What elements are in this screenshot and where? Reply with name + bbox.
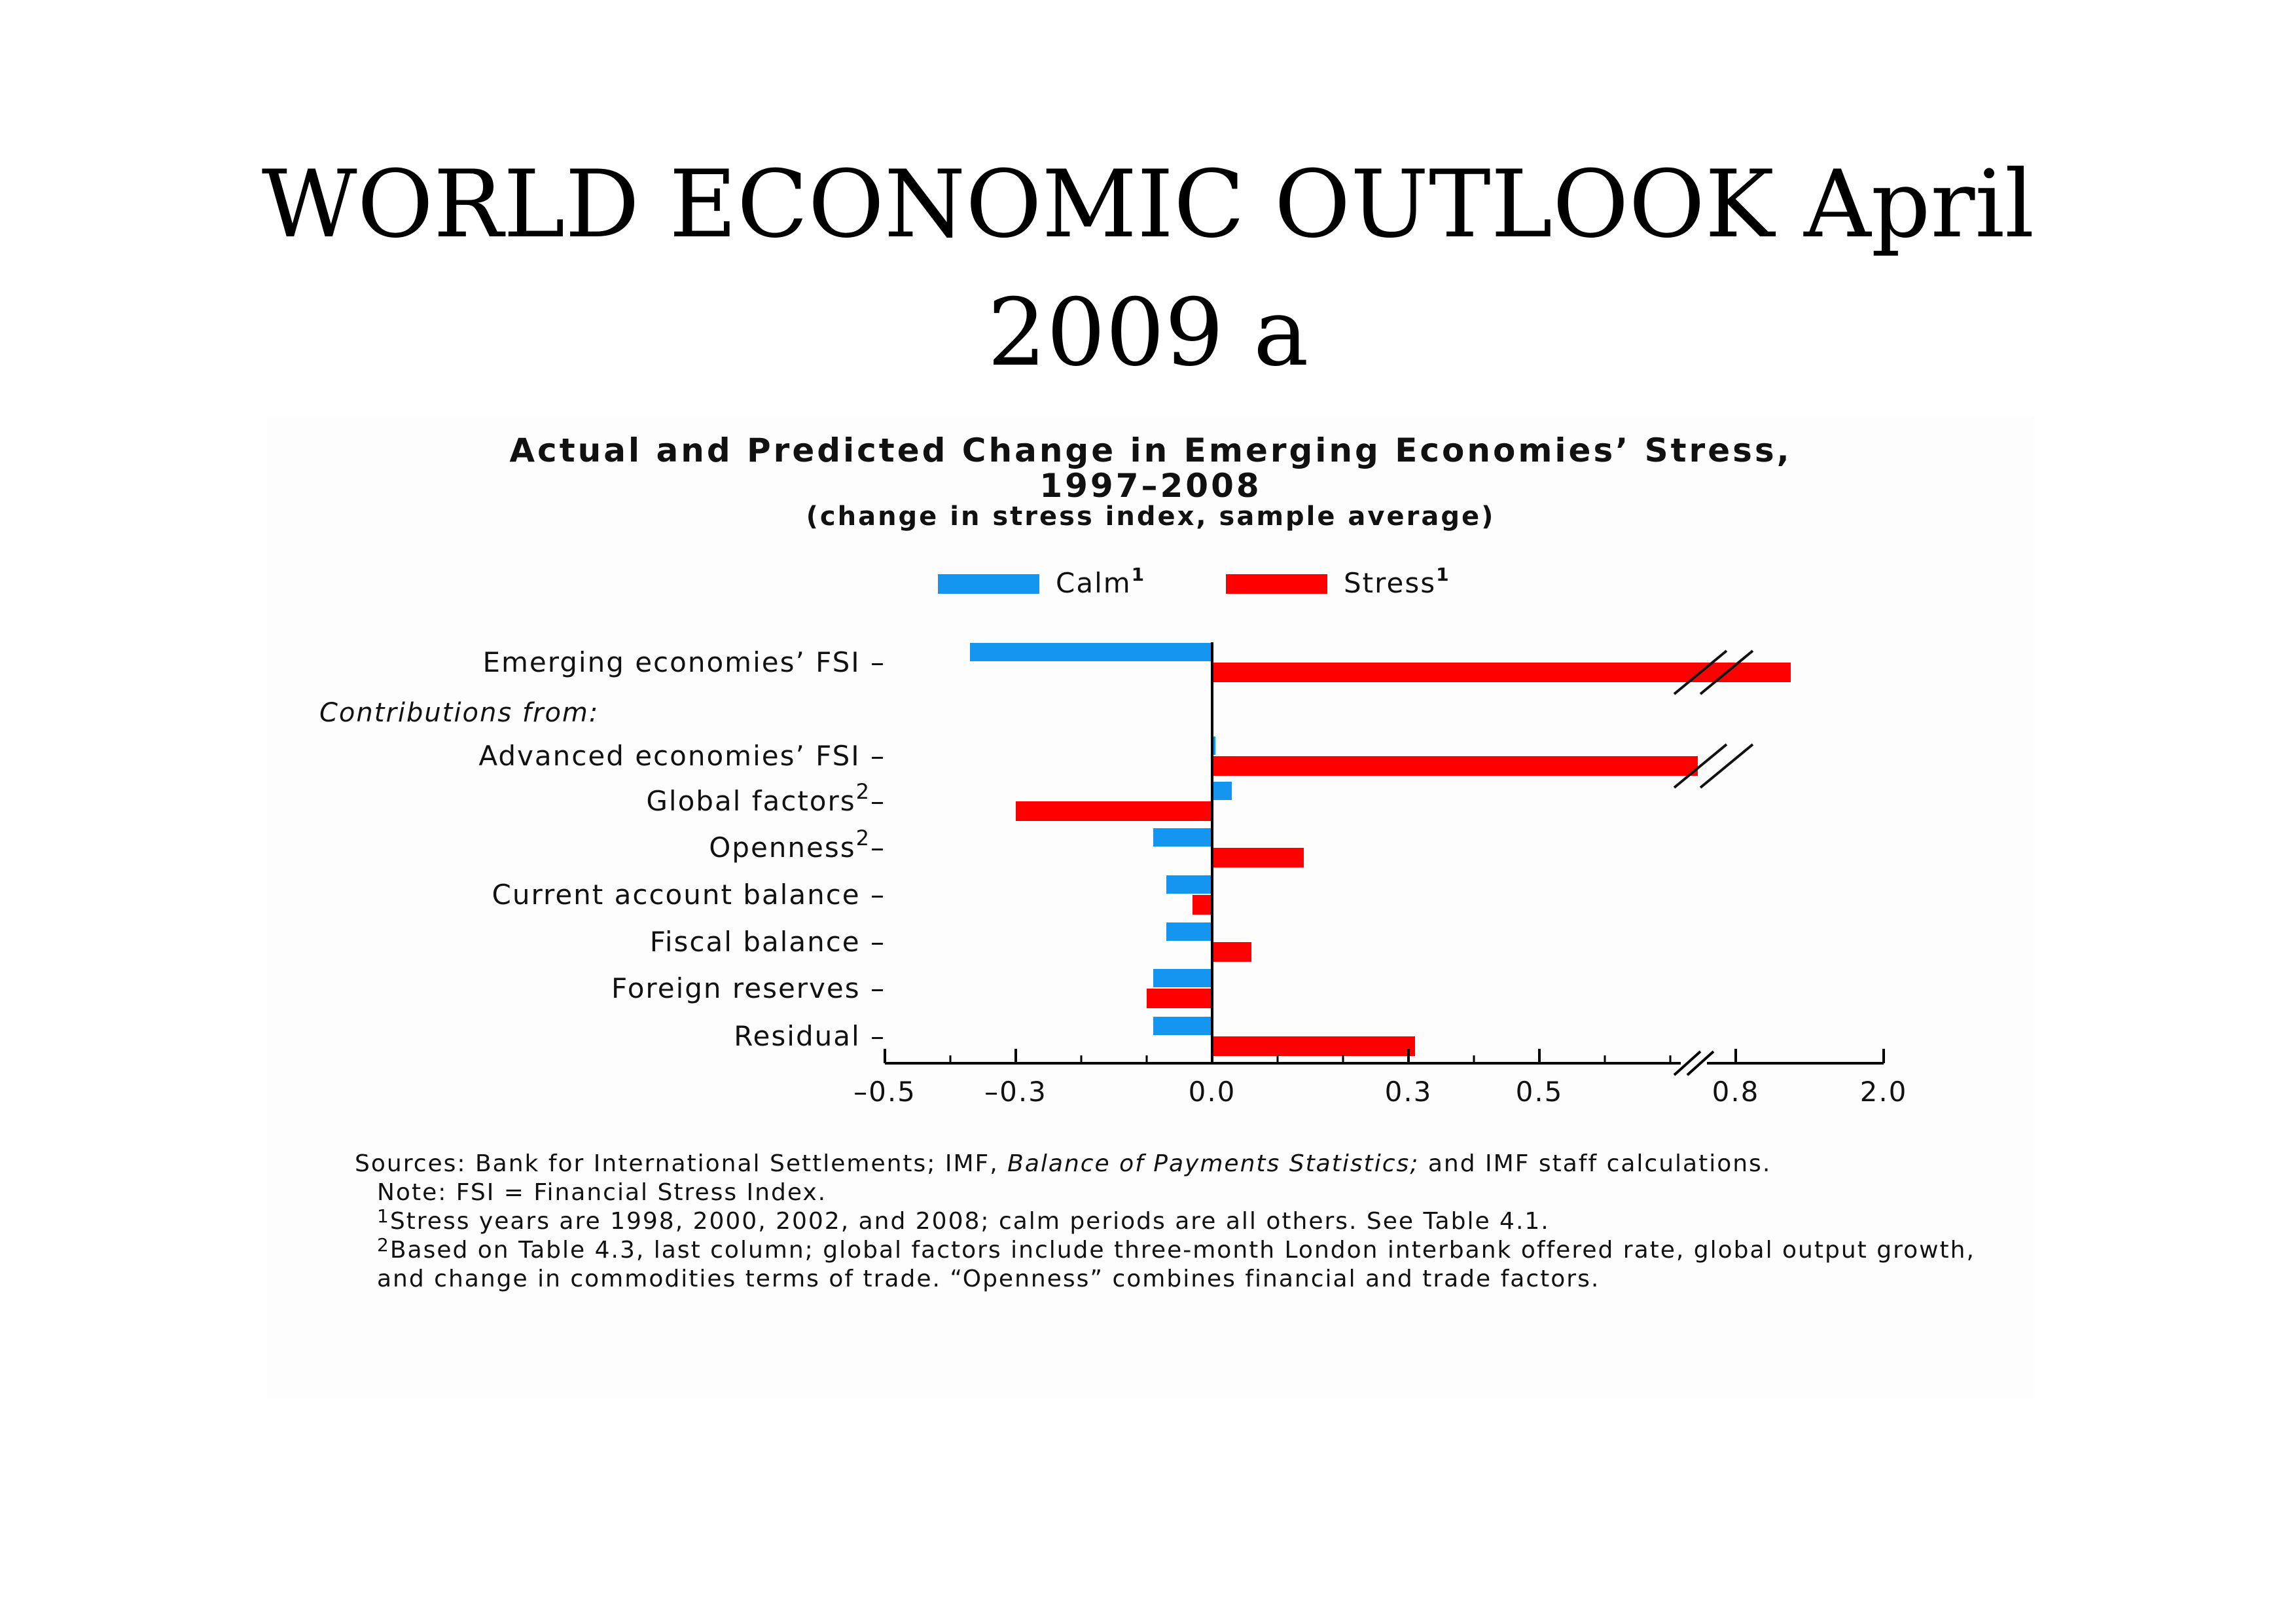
bar-break-mark: [1673, 649, 1728, 695]
category-label-current-account-balance: Current account balance –: [492, 879, 886, 911]
bar-calm-foreign-reserves: [1153, 969, 1212, 987]
category-label-global-factors: Global factors2–: [646, 779, 886, 817]
category-tick-dash: –: [861, 1020, 886, 1052]
chart-notes: Sources: Bank for International Settleme…: [355, 1150, 2004, 1294]
bar-break-mark: [1699, 649, 1754, 695]
sources-suffix: and IMF staff calculations.: [1419, 1150, 1772, 1177]
axis-break-mark: [1686, 1050, 1715, 1076]
bar-stress-fiscal-balance: [1212, 942, 1251, 962]
bar-break-mark: [1699, 743, 1754, 789]
bar-calm-global-factors: [1212, 782, 1232, 800]
bar-calm-openness: [1153, 828, 1212, 847]
sources-prefix: Sources: Bank for International Settleme…: [355, 1150, 1008, 1177]
category-superscript: 2: [856, 826, 870, 850]
category-label-advanced-economies-fsi: Advanced economies’ FSI –: [478, 740, 886, 772]
bar-calm-residual: [1153, 1017, 1212, 1035]
category-tick-dash: –: [861, 879, 886, 911]
category-tick-dash: –: [870, 831, 886, 864]
slide-title: WORLD ECONOMIC OUTLOOK April 2009 a: [0, 141, 2296, 397]
category-tick-dash: –: [861, 646, 886, 678]
bar-stress-advanced-economies-fsi: [1212, 756, 1698, 776]
footnote-1: 1Stress years are 1998, 2000, 2002, and …: [355, 1207, 2004, 1236]
legend-swatch-stress: [1226, 574, 1327, 594]
category-label-emerging-economies-fsi: Emerging economies’ FSI –: [482, 646, 886, 678]
category-label-fiscal-balance: Fiscal balance –: [650, 926, 886, 958]
x-tick-label: 0.8: [1712, 1076, 1760, 1108]
category-label-residual: Residual –: [734, 1020, 886, 1052]
bar-calm-emerging-economies-fsi: [970, 643, 1212, 661]
footnote-1-text: Stress years are 1998, 2000, 2002, and 2…: [389, 1208, 1550, 1235]
bar-stress-openness: [1212, 848, 1304, 867]
bar-stress-current-account-balance: [1193, 895, 1212, 915]
footnote-2-text: Based on Table 4.3, last column; global …: [377, 1237, 1975, 1292]
axis-break-mark: [1673, 1050, 1702, 1076]
category-tick-dash: –: [870, 785, 886, 817]
x-tick-label: 0.0: [1189, 1076, 1236, 1108]
bar-calm-fiscal-balance: [1166, 922, 1212, 941]
category-tick-dash: –: [861, 926, 886, 958]
fsi-note: Note: FSI = Financial Stress Index.: [377, 1179, 827, 1206]
category-superscript: 2: [856, 779, 870, 804]
category-tick-dash: –: [861, 740, 886, 772]
footnote-2-mark: 2: [377, 1234, 390, 1256]
slide-title-line-2: 2009 a: [987, 279, 1309, 387]
category-label-foreign-reserves: Foreign reserves –: [611, 972, 886, 1004]
sources-italic: Balance of Payments Statistics;: [1007, 1150, 1420, 1177]
legend-superscript-calm: 1: [1132, 564, 1145, 585]
bar-calm-advanced-economies-fsi: [1212, 737, 1215, 755]
bar-stress-foreign-reserves: [1147, 989, 1212, 1008]
legend-label-stress: Stress1: [1344, 564, 1450, 599]
category-label-openness: Openness2–: [709, 826, 886, 864]
slide-title-line-1: WORLD ECONOMIC OUTLOOK April: [261, 151, 2035, 259]
x-tick-label: –0.3: [984, 1076, 1047, 1108]
legend-label-calm: Calm1: [1056, 564, 1145, 599]
section-label: Contributions from:: [319, 698, 599, 728]
chart-title-years: 1997–2008: [1039, 467, 1262, 505]
footnote-2: 2Based on Table 4.3, last column; global…: [355, 1236, 2004, 1294]
x-tick-label: 0.3: [1385, 1076, 1433, 1108]
bar-break-mark: [1673, 743, 1728, 789]
bar-stress-emerging-economies-fsi: [1212, 663, 1791, 682]
x-tick-label: 2.0: [1860, 1076, 1908, 1108]
legend-swatch-calm: [938, 574, 1039, 594]
chart-title: Actual and Predicted Change in Emerging …: [509, 431, 1792, 469]
bar-stress-residual: [1212, 1036, 1415, 1056]
bar-calm-current-account-balance: [1166, 875, 1212, 894]
footnote-1-mark: 1: [377, 1205, 390, 1227]
sources-note: Sources: Bank for International Settleme…: [355, 1150, 2004, 1178]
category-tick-dash: –: [861, 972, 886, 1004]
legend-superscript-stress: 1: [1436, 564, 1450, 585]
chart-plot: Calm1 Stress1 Contributions from: Emerging …: [319, 564, 1908, 1108]
chart-figure: Actual and Predicted Change in Emerging …: [267, 416, 2034, 1398]
bar-stress-global-factors: [1016, 801, 1212, 821]
x-tick-label: 0.5: [1516, 1076, 1564, 1108]
chart-subtitle: (change in stress index, sample average): [806, 501, 1496, 532]
x-tick-label: –0.5: [853, 1076, 916, 1108]
